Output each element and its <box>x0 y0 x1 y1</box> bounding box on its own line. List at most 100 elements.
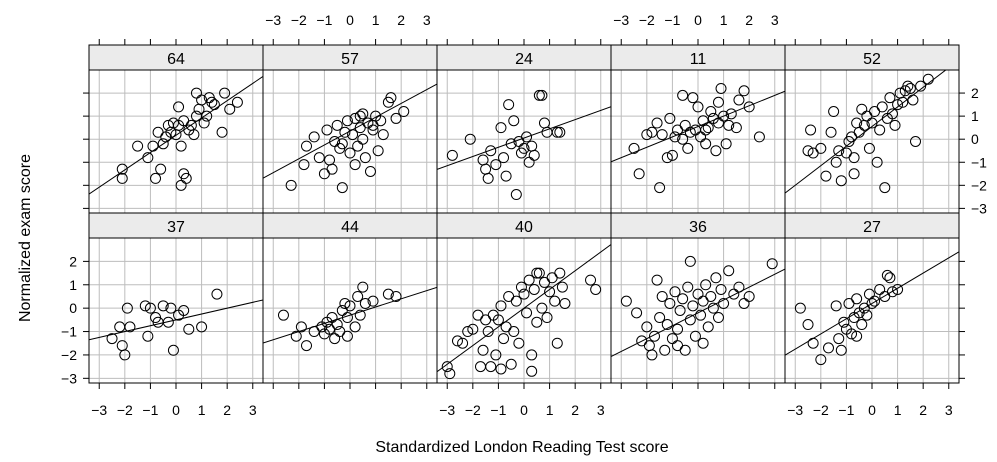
data-point <box>833 145 845 157</box>
data-point <box>490 349 502 361</box>
data-point <box>498 152 510 164</box>
data-point <box>354 110 366 122</box>
panel-school-24: 24 <box>436 44 612 214</box>
x-tick-label-top: 0 <box>694 12 702 28</box>
x-tick-label-top: −1 <box>316 12 332 28</box>
data-point <box>554 126 566 138</box>
data-point <box>480 314 492 326</box>
data-point <box>738 85 750 97</box>
data-point <box>505 358 517 370</box>
data-point <box>851 293 863 305</box>
data-point <box>308 131 320 143</box>
data-point <box>321 124 333 136</box>
data-point <box>336 305 348 316</box>
data-point <box>492 314 504 326</box>
data-point <box>641 129 653 141</box>
data-point <box>684 255 696 267</box>
strip-label: 40 <box>515 219 533 236</box>
data-point <box>285 179 297 191</box>
data-point <box>495 363 507 375</box>
data-point <box>654 182 666 194</box>
data-point <box>651 117 663 129</box>
data-point <box>198 117 210 129</box>
y-tick-label-right: −2 <box>971 177 987 193</box>
data-point <box>480 163 492 175</box>
data-point <box>856 319 868 331</box>
data-point <box>807 337 819 349</box>
data-point <box>536 302 548 314</box>
data-point <box>705 290 717 302</box>
data-point <box>656 129 668 141</box>
data-point <box>861 309 873 321</box>
data-point <box>526 349 538 361</box>
data-point <box>142 330 154 342</box>
x-tick-label-bottom: 3 <box>597 402 605 418</box>
data-point <box>666 333 678 345</box>
panel-school-64: 64 <box>88 44 264 214</box>
data-point <box>344 147 356 159</box>
strip-background <box>610 44 786 71</box>
data-point <box>173 101 185 113</box>
y-tick-label-right: −1 <box>971 154 987 170</box>
x-tick-label-top: 0 <box>346 12 354 28</box>
data-point <box>682 281 694 293</box>
x-tick-label-bottom: −2 <box>465 402 481 418</box>
data-point <box>907 94 919 106</box>
data-point <box>116 163 128 175</box>
data-point <box>106 333 118 345</box>
data-point <box>477 344 489 356</box>
data-point <box>843 297 855 309</box>
regression-line <box>785 70 947 194</box>
x-tick-label-top: 2 <box>745 12 753 28</box>
data-point <box>538 276 550 288</box>
y-tick-label-left: 2 <box>69 253 77 269</box>
data-point <box>326 312 338 324</box>
data-point <box>329 333 341 345</box>
data-point <box>738 297 750 309</box>
data-point <box>695 309 707 321</box>
data-point <box>874 124 886 136</box>
data-point <box>518 142 530 154</box>
regression-line <box>437 106 611 170</box>
data-point <box>347 129 359 141</box>
panel-school-40: 40 <box>436 212 612 384</box>
data-point <box>677 133 689 145</box>
data-point <box>628 142 640 154</box>
data-point <box>155 163 167 175</box>
data-point <box>533 89 545 101</box>
data-point <box>835 175 847 187</box>
data-point <box>544 286 556 298</box>
data-point <box>697 337 709 349</box>
data-point <box>692 288 704 300</box>
data-point <box>802 319 814 331</box>
x-axis-title: Standardized London Reading Test score <box>375 439 668 456</box>
data-point <box>805 124 817 136</box>
x-tick-label-top: −3 <box>265 12 281 28</box>
data-point <box>866 297 878 309</box>
data-point <box>500 170 512 182</box>
data-point <box>684 126 696 138</box>
data-point <box>196 94 208 106</box>
data-point <box>815 354 827 366</box>
data-point <box>661 319 673 331</box>
x-tick-label-bottom: −3 <box>439 402 455 418</box>
data-point <box>712 96 724 108</box>
x-tick-label-bottom: −1 <box>490 402 506 418</box>
x-tick-label-bottom: −2 <box>117 402 133 418</box>
data-point <box>508 115 520 127</box>
x-tick-label-top: −2 <box>639 12 655 28</box>
data-point <box>326 163 338 175</box>
data-point <box>820 170 832 182</box>
data-point <box>702 321 714 333</box>
data-point <box>672 124 684 136</box>
data-point <box>536 89 548 101</box>
data-point <box>902 80 914 92</box>
data-point <box>472 309 484 321</box>
data-point <box>641 321 653 333</box>
panel-school-57: 57 <box>262 44 438 214</box>
data-point <box>485 145 497 157</box>
data-point <box>705 106 717 118</box>
data-point <box>313 152 325 164</box>
data-point <box>180 172 192 184</box>
x-tick-label-bottom: 0 <box>172 402 180 418</box>
